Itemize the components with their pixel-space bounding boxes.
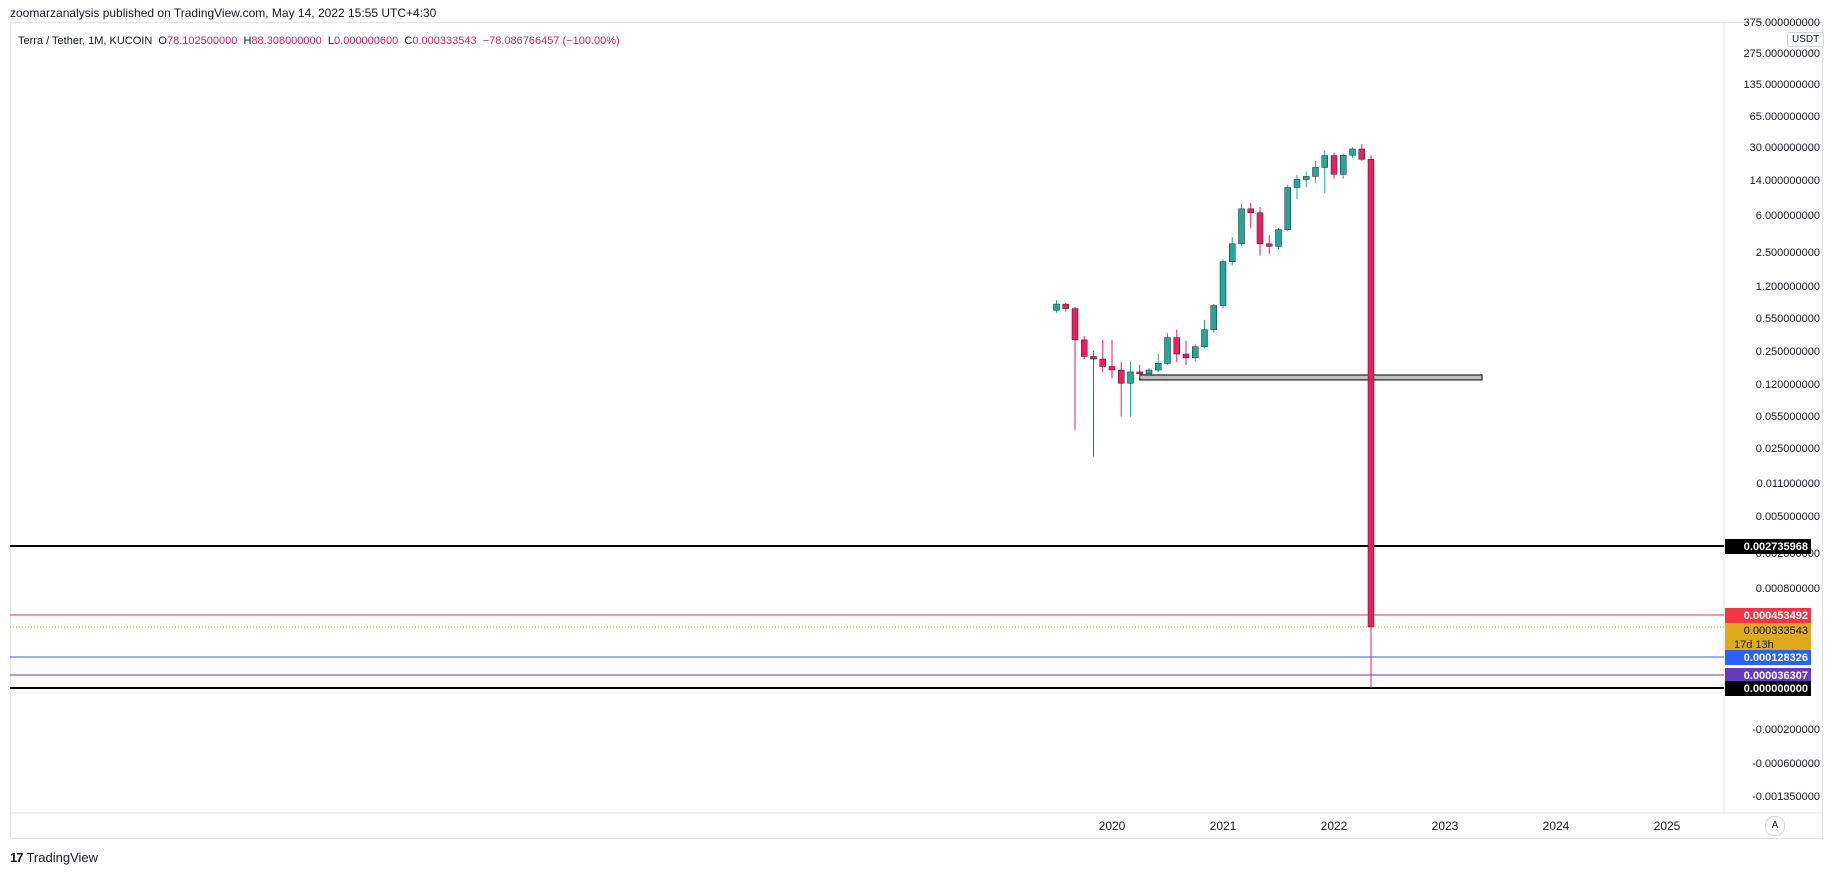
tradingview-logo: 17 TradingView [10,850,98,865]
logo-icon: 17 [10,850,24,865]
high-value: 88.308000000 [251,35,322,47]
auto-scale-button[interactable]: A [1765,816,1785,836]
close-label: C [404,35,413,47]
low-label: L [327,35,335,47]
close-value: 0.000333543 [412,35,477,47]
low-value: 0.000000600 [334,35,399,47]
publish-info: zoomarzanalysis published on TradingView… [10,6,437,20]
high-label: H [243,35,252,47]
change-value: −78.086766457 (−100.00%) [482,35,620,47]
open-value: 78.102500000 [166,35,238,47]
chart-frame[interactable] [10,22,1823,839]
currency-badge[interactable]: USDT [1787,32,1825,47]
symbol-legend: Terra / Tether, 1M, KUCOIN O78.102500000… [18,35,620,47]
open-label: O [158,35,167,47]
logo-text: TradingView [26,850,99,865]
symbol-name[interactable]: Terra / Tether, 1M, KUCOIN [18,35,153,47]
